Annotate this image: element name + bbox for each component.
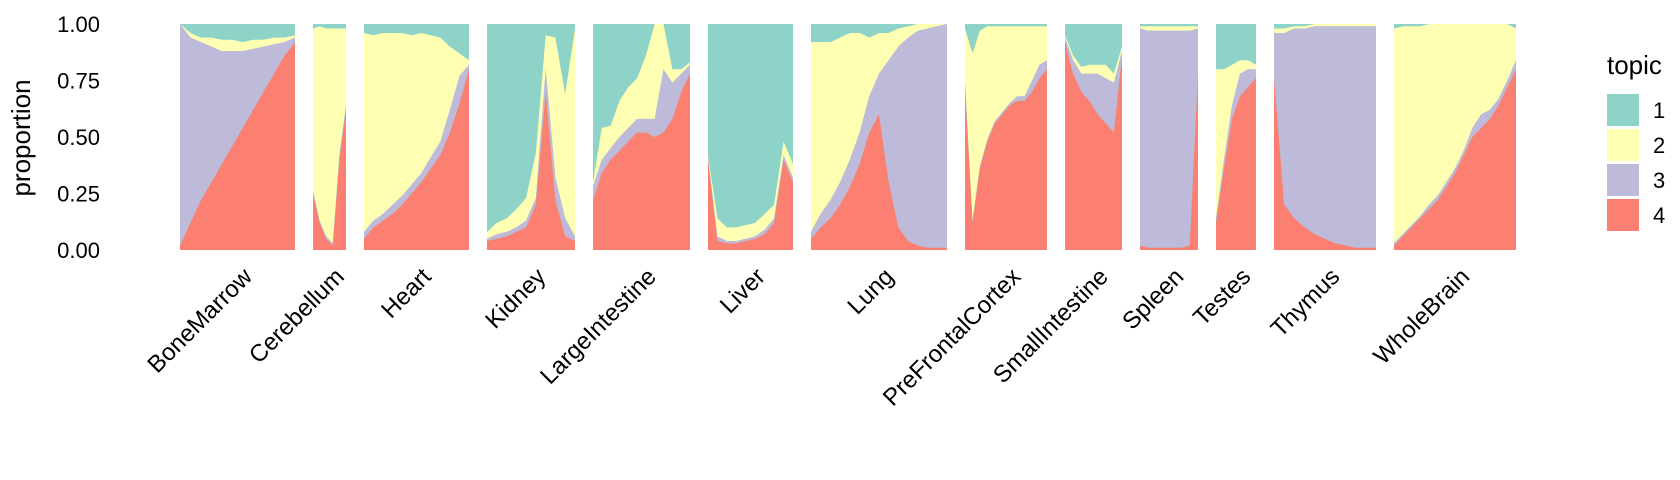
legend-label-3: 3 <box>1653 168 1665 193</box>
panel-WholeBrain <box>1394 24 1516 250</box>
y-tick-label: 0.25 <box>57 182 100 207</box>
panel-Liver <box>708 24 793 250</box>
category-label-Testes: Testes <box>1188 263 1256 331</box>
panel-Lung <box>811 24 947 251</box>
area-topic-3-Lung <box>811 24 947 248</box>
area-topic-4-Heart <box>364 69 469 250</box>
category-label-WholeBrain: WholeBrain <box>1368 263 1475 370</box>
category-label-BoneMarrow: BoneMarrow <box>142 263 258 379</box>
y-axis: 0.00 0.25 0.50 0.75 1.00 <box>57 12 100 263</box>
panel-BoneMarrow <box>180 24 295 250</box>
area-topic-3-Heart <box>364 64 469 239</box>
legend-title: topic <box>1607 50 1662 80</box>
area-topic-2-Cerebellum <box>313 26 346 244</box>
area-topic-4-WholeBrain <box>1394 69 1516 250</box>
area-topic-2-BoneMarrow <box>180 24 295 52</box>
area-topic-4-Kidney <box>487 91 575 250</box>
area-topic-4-Spleen <box>1140 73 1198 250</box>
y-tick-label: 0.50 <box>57 125 100 150</box>
area-topic-3-SmallIntestine <box>1065 37 1122 133</box>
area-topic-3-Spleen <box>1140 28 1198 248</box>
area-topic-3-PreFrontalCortex <box>965 60 1047 223</box>
category-label-Thymus: Thymus <box>1266 263 1345 342</box>
area-topic-4-LargeIntestine <box>593 73 690 250</box>
panel-Kidney <box>487 24 575 250</box>
area-topic-2-LargeIntestine <box>593 24 690 187</box>
category-label-Cerebellum: Cerebellum <box>244 263 350 369</box>
panel-Cerebellum <box>313 24 346 251</box>
area-topic-3-Testes <box>1216 69 1256 223</box>
panel-SmallIntestine <box>1065 24 1122 250</box>
panels-layer <box>180 24 1516 251</box>
y-axis-title: proportion <box>6 79 36 196</box>
area-topic-3-BoneMarrow <box>180 24 295 246</box>
area-topic-4-BoneMarrow <box>180 42 295 250</box>
category-label-Kidney: Kidney <box>480 263 551 334</box>
area-topic-2-Heart <box>364 33 469 232</box>
area-topic-4-SmallIntestine <box>1065 42 1122 250</box>
area-topic-4-Testes <box>1216 78 1256 250</box>
category-label-Liver: Liver <box>715 263 771 319</box>
legend: topic 1 2 3 4 <box>1607 50 1665 231</box>
y-tick-label: 0.00 <box>57 238 100 263</box>
y-tick-label: 1.00 <box>57 12 100 37</box>
legend-swatch-1 <box>1607 94 1639 126</box>
panel-PreFrontalCortex <box>965 24 1047 250</box>
area-topic-2-SmallIntestine <box>1065 35 1122 83</box>
area-topic-4-PreFrontalCortex <box>965 69 1047 250</box>
area-topic-2-Testes <box>1216 60 1256 219</box>
area-topic-2-PreFrontalCortex <box>965 26 1047 221</box>
y-tick-label: 0.75 <box>57 69 100 94</box>
area-topic-4-Liver <box>708 159 793 250</box>
area-topic-4-Cerebellum <box>313 109 346 251</box>
panel-Heart <box>364 24 469 250</box>
area-topic-2-Lung <box>811 24 947 232</box>
area-topic-2-Kidney <box>487 28 575 239</box>
legend-swatch-2 <box>1607 129 1639 161</box>
area-topic-2-Spleen <box>1140 26 1198 31</box>
category-label-LargeIntestine: LargeIntestine <box>535 263 662 390</box>
category-label-Heart: Heart <box>376 263 437 324</box>
category-label-PreFrontalCortex: PreFrontalCortex <box>878 263 1026 411</box>
panel-Testes <box>1216 24 1256 250</box>
panel-Spleen <box>1140 24 1198 250</box>
legend-swatch-4 <box>1607 199 1639 231</box>
area-topic-2-Thymus <box>1274 24 1376 33</box>
area-topic-3-Kidney <box>487 69 575 241</box>
area-topic-4-Lung <box>811 114 947 251</box>
area-topic-3-Thymus <box>1274 26 1376 248</box>
category-label-Lung: Lung <box>842 263 899 320</box>
panel-LargeIntestine <box>593 24 690 250</box>
category-label-Spleen: Spleen <box>1117 263 1189 335</box>
legend-label-1: 1 <box>1653 98 1665 123</box>
area-topic-2-Liver <box>708 141 793 241</box>
area-topic-4-Thymus <box>1274 78 1376 250</box>
area-topic-2-WholeBrain <box>1394 24 1516 244</box>
panel-Thymus <box>1274 24 1376 250</box>
legend-label-4: 4 <box>1653 203 1665 228</box>
legend-label-2: 2 <box>1653 133 1665 158</box>
legend-swatch-3 <box>1607 164 1639 196</box>
